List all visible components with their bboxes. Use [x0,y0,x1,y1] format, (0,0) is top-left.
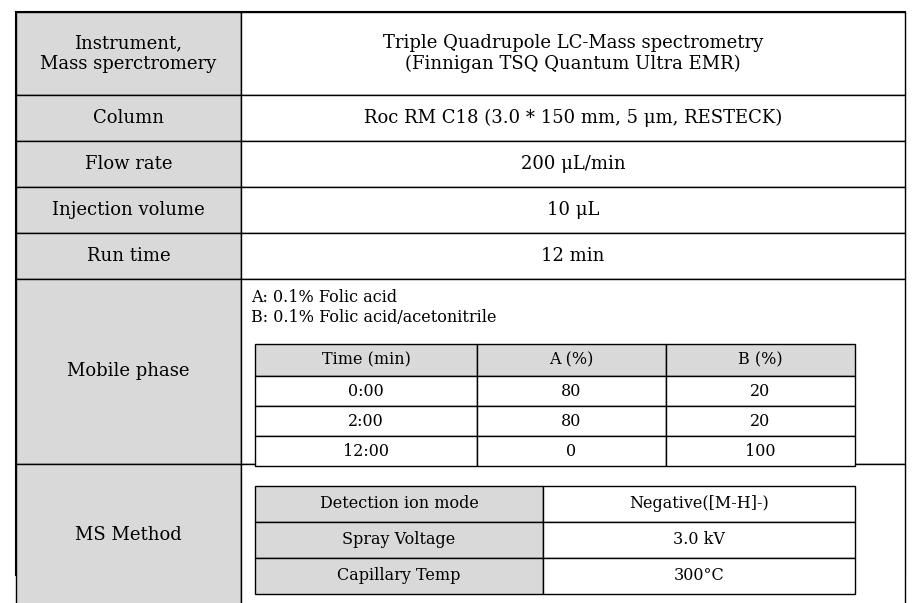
Text: Capillary Temp: Capillary Temp [337,567,460,584]
Text: 12:00: 12:00 [343,443,389,459]
Text: B: 0.1% Folic acid/acetonitrile: B: 0.1% Folic acid/acetonitrile [251,309,496,326]
Bar [255,406,477,436]
Bar [666,436,855,466]
Bar [477,344,666,376]
Text: Detection ion mode: Detection ion mode [320,496,478,513]
Text: Injection volume: Injection volume [52,201,204,219]
Bar [16,279,241,464]
Bar [241,12,905,95]
Text: 20: 20 [751,382,771,400]
Bar [241,187,905,233]
Text: B (%): B (%) [739,352,783,368]
Text: Run time: Run time [87,247,170,265]
Bar [16,464,241,603]
Text: 80: 80 [561,382,582,400]
Bar [241,141,905,187]
Text: Triple Quadrupole LC-Mass spectrometry
(Finnigan TSQ Quantum Ultra EMR): Triple Quadrupole LC-Mass spectrometry (… [383,34,764,73]
Text: 80: 80 [561,412,582,429]
Text: Flow rate: Flow rate [85,155,172,173]
Text: Spray Voltage: Spray Voltage [343,531,456,549]
Bar [477,436,666,466]
Text: 200 μL/min: 200 μL/min [520,155,625,173]
Text: 0: 0 [566,443,577,459]
Bar [241,95,905,141]
Text: 300°C: 300°C [673,567,725,584]
Text: A (%): A (%) [549,352,594,368]
Text: Negative([M-H]-): Negative([M-H]-) [629,496,769,513]
Bar [477,376,666,406]
Bar [666,376,855,406]
Bar [666,406,855,436]
Bar [543,522,855,558]
Text: 10 μL: 10 μL [547,201,600,219]
Bar [255,344,477,376]
Bar [477,406,666,436]
Bar [241,233,905,279]
Bar [255,376,477,406]
Bar [16,12,241,95]
Bar [241,279,905,464]
Bar [16,141,241,187]
Bar [241,464,905,603]
Bar [543,486,855,522]
Bar [16,233,241,279]
Bar [255,486,543,522]
Text: 100: 100 [745,443,775,459]
Text: Column: Column [93,109,164,127]
Text: 20: 20 [751,412,771,429]
Text: 2:00: 2:00 [348,412,384,429]
Text: 12 min: 12 min [542,247,605,265]
Text: 0:00: 0:00 [348,382,384,400]
Text: Instrument,
Mass sperctromery: Instrument, Mass sperctromery [41,34,216,73]
Text: MS Method: MS Method [76,526,181,545]
Bar [666,344,855,376]
Bar [543,558,855,594]
Bar [255,436,477,466]
Bar [255,558,543,594]
Bar [16,95,241,141]
Text: A: 0.1% Folic acid: A: 0.1% Folic acid [251,288,397,306]
Text: Roc RM C18 (3.0 * 150 mm, 5 μm, RESTECK): Roc RM C18 (3.0 * 150 mm, 5 μm, RESTECK) [364,109,782,127]
Text: 3.0 kV: 3.0 kV [673,531,725,549]
Text: Time (min): Time (min) [321,352,411,368]
Text: Mobile phase: Mobile phase [67,362,190,380]
Bar [16,187,241,233]
Bar [255,522,543,558]
